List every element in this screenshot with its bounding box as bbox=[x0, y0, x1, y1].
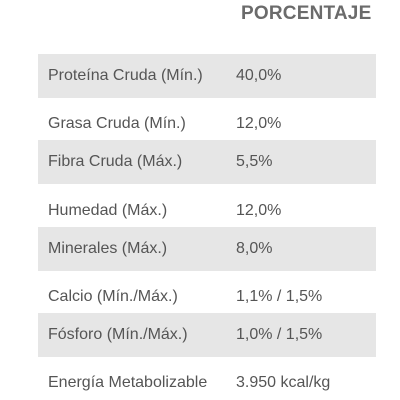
row-value: 1,0% / 1,5% bbox=[236, 326, 323, 343]
row-value: 8,0% bbox=[236, 240, 273, 257]
table-row-phosphorus: Fósforo (Mín./Máx.) 1,0% / 1,5% bbox=[38, 313, 376, 357]
row-value: 12,0% bbox=[236, 115, 282, 132]
row-value: 5,5% bbox=[236, 153, 273, 170]
row-name: Grasa Cruda (Mín.) bbox=[48, 115, 186, 132]
row-name: Humedad (Máx.) bbox=[48, 202, 168, 219]
table-row-energy: Energía Metabolizable 3.950 kcal/kg bbox=[38, 361, 376, 400]
row-value: 1,1% / 1,5% bbox=[236, 288, 323, 305]
row-name: Fósforo (Mín./Máx.) bbox=[48, 326, 188, 343]
table-row-fat: Grasa Cruda (Mín.) 12,0% bbox=[38, 102, 376, 146]
table-row-fiber: Fibra Cruda (Máx.) 5,5% bbox=[38, 140, 376, 184]
row-value: 40,0% bbox=[236, 67, 282, 84]
table-header: PORCENTAJE bbox=[38, 0, 376, 48]
row-value: 12,0% bbox=[236, 202, 282, 219]
row-name: Proteína Cruda (Mín.) bbox=[48, 67, 203, 84]
row-name: Energía Metabolizable bbox=[48, 374, 208, 391]
table-row-calcium: Calcio (Mín./Máx.) 1,1% / 1,5% bbox=[38, 275, 376, 319]
table-row-protein: Proteína Cruda (Mín.) 40,0% bbox=[38, 54, 376, 98]
row-name: Calcio (Mín./Máx.) bbox=[48, 288, 178, 305]
row-name: Fibra Cruda (Máx.) bbox=[48, 153, 183, 170]
table-row-moisture: Humedad (Máx.) 12,0% bbox=[38, 189, 376, 233]
row-value: 3.950 kcal/kg bbox=[236, 374, 331, 391]
row-name: Minerales (Máx.) bbox=[48, 240, 168, 257]
percentage-column-header: PORCENTAJE bbox=[241, 3, 372, 24]
nutrition-table: PORCENTAJE Proteína Cruda (Mín.) 40,0% G… bbox=[38, 0, 376, 400]
table-row-minerals: Minerales (Máx.) 8,0% bbox=[38, 227, 376, 271]
